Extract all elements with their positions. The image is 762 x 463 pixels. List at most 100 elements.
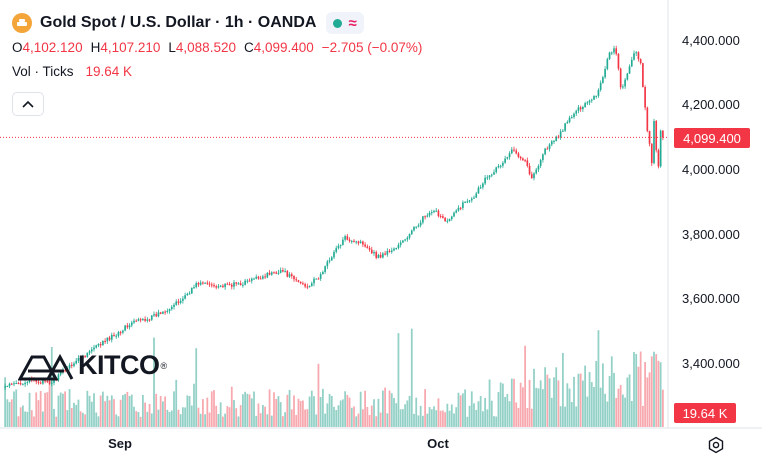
volume-bar [342, 399, 344, 427]
volume-bar [577, 373, 580, 427]
candle-body [299, 281, 302, 284]
volume-bar [355, 416, 358, 427]
candle-body [615, 48, 618, 54]
candle-body [448, 218, 451, 221]
chart-settings-button[interactable] [706, 435, 726, 455]
volume-bar [346, 394, 349, 427]
volume-bar [615, 397, 618, 427]
market-status-pill[interactable]: ≈ [326, 12, 364, 34]
volume-bar [662, 389, 664, 427]
volume-bar [390, 393, 393, 427]
volume-bar [304, 409, 306, 427]
candle-body [26, 382, 29, 384]
candle-body [606, 59, 609, 70]
volume-bar [42, 411, 44, 427]
volume-bar [155, 393, 158, 427]
candle-body [593, 96, 595, 100]
candle-body [488, 175, 491, 178]
symbol-legend[interactable]: Gold Spot / U.S. Dollar · 1h · OANDA ≈ [12, 12, 364, 34]
candle-body [595, 95, 598, 97]
volume-bar [370, 405, 373, 427]
collapse-legend-button[interactable] [12, 92, 44, 116]
volume-bar [306, 409, 309, 427]
candle-body [282, 270, 284, 272]
volume-bar [599, 387, 602, 427]
candle-body [164, 311, 166, 313]
candle-body [146, 319, 149, 321]
candle-body [59, 371, 62, 375]
candle-body [584, 103, 586, 107]
volume-bar [255, 415, 258, 427]
volume-bar [553, 377, 555, 427]
volume-bar [470, 391, 473, 427]
volume-bar [422, 415, 424, 427]
candle-body [357, 241, 360, 244]
candle-body [493, 172, 495, 175]
volume-bar [530, 408, 533, 427]
candle-body [433, 210, 435, 213]
candle-body [353, 240, 355, 242]
high-value: 4,107.210 [100, 40, 161, 55]
candle-body [173, 304, 175, 307]
candle-body [526, 160, 529, 166]
candle-body [486, 177, 489, 179]
candle-body [439, 216, 442, 218]
volume-bar [642, 405, 644, 427]
volume-legend[interactable]: Vol · Ticks 19.64 K [12, 64, 132, 79]
candle-body [170, 306, 173, 310]
volume-bar [33, 416, 35, 427]
candle-body [235, 282, 238, 284]
volume-bar [588, 372, 591, 427]
candle-body [106, 337, 109, 342]
candle-body [266, 272, 269, 278]
volume-bar [368, 415, 371, 427]
candle-body [10, 383, 13, 385]
candle-body [475, 193, 478, 198]
candle-body [477, 187, 480, 194]
volume-bar [386, 413, 389, 427]
volume-bar [84, 414, 86, 427]
volume-bar [317, 363, 320, 427]
volume-bar [477, 401, 480, 427]
volume-bar [222, 416, 224, 427]
volume-bar [519, 382, 522, 427]
candle-body [139, 319, 142, 321]
candle-body [517, 153, 520, 157]
ohlc-legend: O 4,102.120 H 4,107.210 L 4,088.520 C 4,… [12, 40, 430, 55]
volume-bar [619, 384, 622, 427]
volume-bar [226, 406, 229, 427]
candle-body [328, 260, 331, 262]
candle-body [506, 157, 509, 159]
candle-body [368, 248, 371, 250]
candle-body [562, 130, 564, 132]
candle-body [286, 270, 289, 277]
volume-bar [419, 405, 422, 427]
candle-body [610, 52, 613, 54]
volume-bar [153, 337, 155, 427]
volume-bar [286, 394, 289, 427]
candle-body [28, 378, 31, 383]
volume-bar [102, 391, 104, 427]
candle-body [157, 312, 160, 317]
candle-body [417, 225, 420, 227]
volume-bar [157, 409, 160, 427]
volume-bar [550, 397, 553, 427]
volume-bar [279, 402, 282, 427]
volume-bar [237, 416, 240, 427]
volume-bar [542, 389, 544, 427]
candle-body [550, 141, 553, 145]
volume-bar [575, 406, 578, 427]
volume-bar [650, 356, 653, 427]
candle-body [573, 113, 575, 118]
volume-bar [150, 413, 153, 427]
y-tick-label: 3,600.000 [682, 291, 740, 306]
candle-body [626, 73, 629, 80]
candle-body [410, 230, 413, 235]
volume-bar [593, 386, 595, 427]
volume-bar [79, 411, 82, 427]
candle-body [333, 251, 335, 258]
candle-body [4, 386, 6, 388]
candle-body [464, 201, 466, 203]
volume-bar [44, 392, 46, 427]
